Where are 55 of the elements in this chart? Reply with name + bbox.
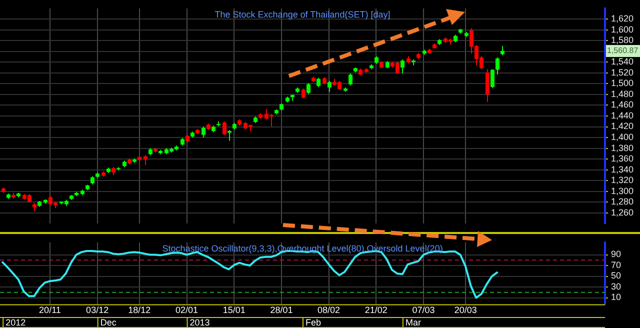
candlestick <box>400 59 404 74</box>
y-tick-label: 1,320 <box>611 175 634 186</box>
y-tick-label: 1,340 <box>611 164 634 174</box>
candlestick <box>306 82 310 94</box>
candlestick <box>228 129 232 142</box>
y-tick-label: 1,580 <box>611 35 634 46</box>
x-tick-label: 08/02 <box>318 305 340 316</box>
y-tick-label: 90 <box>611 249 622 260</box>
x-tick-label: 21/02 <box>364 305 388 316</box>
candlestick <box>496 56 500 76</box>
text: 2012 <box>6 317 26 328</box>
y-tick-label: 1,280 <box>611 196 634 207</box>
x-tick-label: 20/03 <box>454 305 477 316</box>
x-tick-label: 18/12 <box>128 305 151 316</box>
candlestick <box>144 154 148 166</box>
chart-title: Stochastice Oscillator(9,3,3),Overbought Level(80),Oversold Level(20) <box>162 243 443 254</box>
y-tick-label: 1,540 <box>611 56 634 67</box>
y-tick-label: 1,260 <box>611 207 634 218</box>
y-tick-label: 1,300 <box>611 186 634 196</box>
x-tick-label: 02/01 <box>175 305 198 316</box>
y-tick-label: 50 <box>611 270 622 281</box>
y-tick-label: 10 <box>611 292 622 302</box>
y-tick-label: 1,440 <box>611 110 634 120</box>
y-tick-label: 30 <box>611 281 622 292</box>
candlestick <box>302 88 306 99</box>
x-tick-label: 20/11 <box>39 305 61 316</box>
candlestick <box>328 80 332 92</box>
candlestick <box>500 46 504 56</box>
y-tick-label: 1,500 <box>611 78 634 88</box>
candlestick <box>316 77 320 88</box>
y-tick-label: 1,600 <box>611 24 634 34</box>
y-tick-label: 1,460 <box>611 100 634 110</box>
y-tick-label: 1,420 <box>611 121 634 132</box>
y-tick-label: 70 <box>611 260 622 270</box>
chart-title: The Stock Exchange of Thailand(SET) [day] <box>214 9 390 20</box>
x-tick-label: 15/01 <box>222 305 246 316</box>
text: Mar <box>405 317 421 328</box>
y-tick-label: 1,400 <box>611 132 634 142</box>
x-tick-label: 03/12 <box>86 305 109 316</box>
y-tick-label: 1,520 <box>611 67 634 78</box>
text: Dec <box>100 317 117 328</box>
candlestick <box>486 68 490 103</box>
candlestick <box>348 73 352 86</box>
y-tick-label: 1,480 <box>611 88 634 99</box>
x-tick-label: 28/01 <box>270 305 293 316</box>
y-tick-label: 1,360 <box>611 154 634 164</box>
candlestick <box>222 120 226 136</box>
y-tick-label: 1,380 <box>611 142 634 153</box>
text: 2013 <box>190 317 210 328</box>
text: 1,560.87 <box>607 46 639 56</box>
text: Feb <box>306 317 322 328</box>
candlestick <box>202 126 206 138</box>
x-tick-label: 07/03 <box>412 305 435 316</box>
candlestick <box>490 68 494 89</box>
y-tick-label: 1,620 <box>611 14 634 24</box>
